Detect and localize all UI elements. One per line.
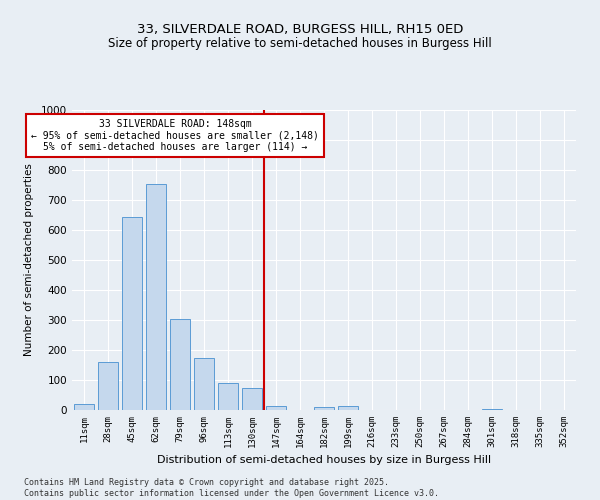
Y-axis label: Number of semi-detached properties: Number of semi-detached properties: [24, 164, 34, 356]
Bar: [170, 318, 190, 410]
Text: Size of property relative to semi-detached houses in Burgess Hill: Size of property relative to semi-detach…: [108, 38, 492, 51]
Bar: [74, 404, 94, 410]
Text: 33, SILVERDALE ROAD, BURGESS HILL, RH15 0ED: 33, SILVERDALE ROAD, BURGESS HILL, RH15 …: [137, 22, 463, 36]
Bar: [194, 358, 214, 410]
Bar: [98, 362, 118, 410]
Bar: [122, 216, 142, 410]
Bar: [242, 388, 262, 410]
Text: 33 SILVERDALE ROAD: 148sqm
← 95% of semi-detached houses are smaller (2,148)
5% : 33 SILVERDALE ROAD: 148sqm ← 95% of semi…: [31, 119, 319, 152]
Bar: [266, 406, 286, 410]
Bar: [314, 407, 334, 410]
Text: Contains HM Land Registry data © Crown copyright and database right 2025.
Contai: Contains HM Land Registry data © Crown c…: [24, 478, 439, 498]
Bar: [146, 184, 166, 410]
X-axis label: Distribution of semi-detached houses by size in Burgess Hill: Distribution of semi-detached houses by …: [157, 456, 491, 466]
Bar: [218, 383, 238, 410]
Bar: [338, 406, 358, 410]
